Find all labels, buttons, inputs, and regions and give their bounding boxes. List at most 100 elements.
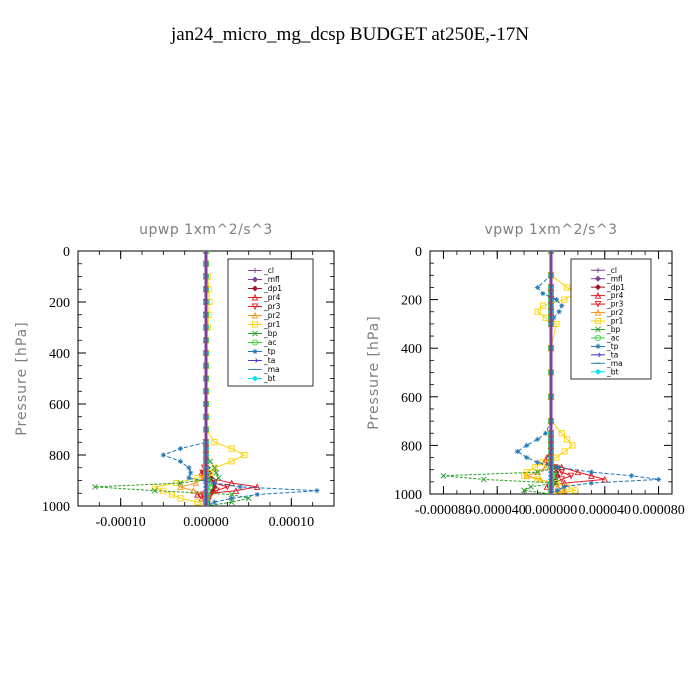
legend-label-pr1: _pr1: [263, 320, 281, 329]
series-point-pr3: [558, 469, 566, 476]
series-point-pr2: [177, 483, 184, 490]
legend-label-pr3: _pr3: [263, 302, 281, 311]
x-tick-label: 0.00010: [269, 515, 315, 530]
series-point-pr4: [232, 487, 240, 494]
series-point-tp: [186, 475, 192, 481]
series-point-tp: [524, 454, 530, 461]
legend-marker-ac: [251, 339, 259, 346]
legend-label-cl: _cl: [606, 266, 617, 275]
legend-label-tp: _tp: [263, 347, 276, 356]
series-point-tp: [314, 488, 320, 494]
panel-title: upwp 1xm^2/s^3: [139, 222, 273, 238]
series-point-pr3: [558, 476, 566, 484]
series-point-tp: [655, 476, 662, 483]
y-tick-label: 800: [49, 449, 70, 464]
upwp-chart: upwp 1xm^2/s^3 Pressure [hPa] 0 200 400 600 80…: [14, 222, 335, 530]
series-point-bp: [480, 476, 487, 483]
y-tick-label: 0: [415, 245, 422, 260]
series-point-bp: [228, 499, 235, 506]
legend-marker-bp: [252, 330, 258, 337]
series-point-bp: [521, 487, 528, 494]
legend-marker-bt: [594, 368, 602, 375]
series-point-bp: [207, 458, 214, 465]
series-point-pr1: [211, 464, 218, 471]
x-tick-label: -0.000040: [469, 503, 526, 518]
series-point-pr1: [194, 474, 201, 482]
series-point-pr1: [564, 284, 571, 291]
y-tick-label: 1000: [42, 500, 70, 515]
series-point-pr1: [572, 487, 579, 494]
series-point-bp: [213, 469, 220, 476]
series-point-tp: [237, 484, 243, 490]
legend-label-mfl: _mfl: [606, 274, 623, 283]
legend-marker-mfl: [594, 275, 602, 282]
series-point-pr2: [561, 486, 568, 494]
series-point-tp: [588, 480, 594, 486]
x-tick-label: 0.000000: [525, 503, 578, 518]
legend-label-pr2: _pr2: [263, 311, 281, 320]
legend-label-pr4: _pr4: [606, 291, 624, 300]
series-point-tp: [177, 458, 183, 464]
legend: _cl_mfl_dp1_pr4_pr3_pr2_pr1_bp_ac_tp_ta_…: [570, 258, 652, 380]
series-point-bp: [215, 475, 222, 481]
series-point-pr3: [567, 472, 575, 480]
series-point-tp: [543, 430, 549, 436]
series-point-pr2: [192, 479, 200, 487]
legend-marker-pr3: [251, 303, 259, 311]
y-axis-label: Pressure [hPa]: [366, 315, 382, 429]
legend-marker-pr1: [251, 321, 259, 328]
legend-label-ta: _ta: [263, 356, 275, 365]
legend-label-dp1: _dp1: [606, 283, 625, 292]
series-point-pr1: [561, 448, 568, 455]
series-point-tp: [561, 484, 568, 490]
series-point-tp: [555, 487, 561, 493]
legend-label-bp: _bp: [263, 329, 278, 338]
series-point-pr1: [211, 439, 218, 446]
legend-label-ac: _ac: [606, 334, 619, 343]
legend-marker-bp: [595, 326, 601, 333]
series-point-pr4: [194, 490, 201, 498]
legend-marker-pr3: [594, 301, 602, 308]
series-point-pr1: [241, 451, 248, 459]
y-tick-label: 400: [49, 347, 70, 362]
legend-marker-tp: [595, 343, 601, 349]
legend-marker-pr1: [594, 317, 602, 325]
series-point-tp: [553, 297, 559, 303]
series-point-tp: [588, 469, 594, 475]
legend-marker-bt: [251, 375, 259, 382]
series-point-pr3: [212, 487, 220, 495]
series-point-tp: [160, 452, 166, 458]
series-point-tp: [559, 303, 565, 309]
series-point-pr1: [177, 495, 184, 502]
series-point-pr1: [228, 445, 235, 452]
series-point-pr1: [228, 458, 235, 465]
series-point-pr1: [539, 459, 546, 466]
y-axis-label: Pressure [hPa]: [14, 321, 30, 435]
series-point-pr4: [574, 468, 582, 476]
series-point-tp: [186, 465, 192, 471]
legend-marker-mfl: [251, 276, 259, 283]
panel-title: vpwp 1xm^2/s^3: [484, 222, 617, 238]
y-tick-label: 600: [49, 398, 70, 413]
legend-label-ta: _ta: [606, 350, 618, 359]
series-group: [92, 251, 320, 506]
series-point-bp: [245, 495, 252, 502]
series-point-tp: [534, 436, 541, 442]
legend-marker-dp1: [251, 285, 259, 292]
x-tick-label: -0.00010: [96, 515, 146, 530]
series-point-tp: [177, 446, 183, 452]
series-point-tp: [211, 499, 218, 505]
y-tick-label: 1000: [394, 488, 422, 503]
series-point-bp: [527, 483, 534, 490]
y-tick-label: 200: [401, 294, 422, 309]
series-point-tp: [534, 459, 541, 466]
legend-label-pr4: _pr4: [263, 293, 281, 302]
legend-marker-pr2: [251, 311, 259, 319]
y-tick-label: 600: [401, 391, 422, 406]
series-point-tp: [229, 495, 235, 501]
legend-label-cl: _cl: [263, 266, 274, 275]
series-point-tp: [555, 464, 561, 470]
series-point-bp: [92, 483, 98, 490]
y-tick-label: 200: [49, 296, 70, 311]
